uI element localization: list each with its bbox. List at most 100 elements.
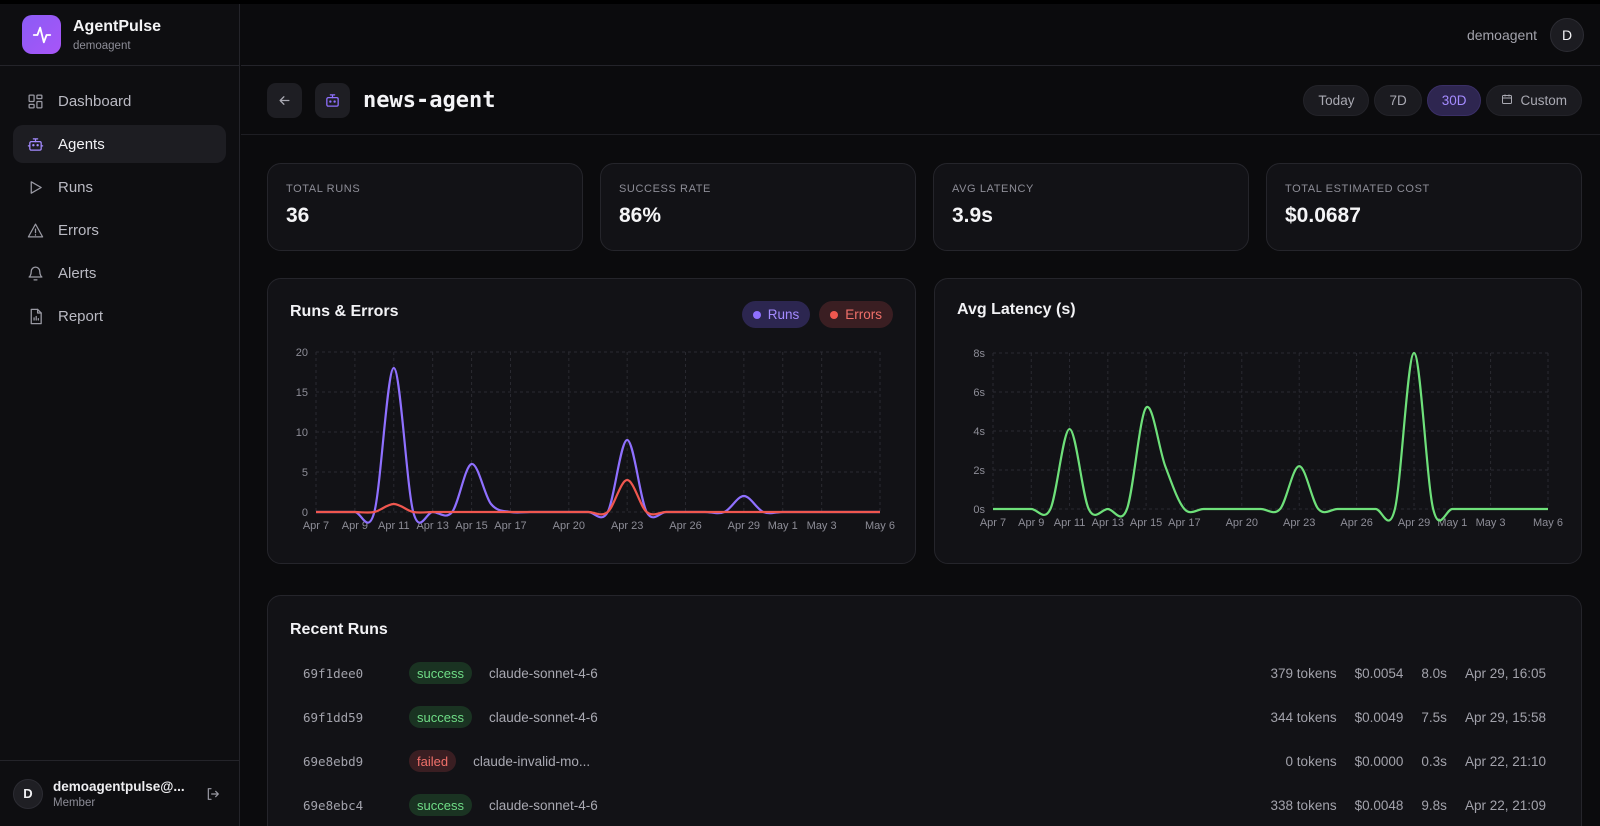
range-today-button[interactable]: Today bbox=[1303, 85, 1370, 116]
y-tick-label: 6s bbox=[973, 387, 985, 399]
y-tick-label: 8s bbox=[973, 348, 985, 360]
run-cost: $0.0049 bbox=[1354, 709, 1404, 725]
y-tick-label: 2s bbox=[973, 465, 985, 477]
logout-icon[interactable] bbox=[204, 785, 222, 803]
run-time: Apr 22, 21:10 bbox=[1464, 753, 1546, 769]
report-icon bbox=[26, 307, 44, 325]
stat-value: 36 bbox=[286, 204, 310, 227]
range-7d-button[interactable]: 7D bbox=[1374, 85, 1422, 116]
run-model: claude-sonnet-4-6 bbox=[488, 797, 598, 813]
status-badge: failed bbox=[409, 750, 457, 772]
x-tick-label: Apr 11 bbox=[378, 520, 410, 532]
run-model: claude-sonnet-4-6 bbox=[488, 665, 598, 681]
user-email: demoagentpulse@... bbox=[53, 778, 185, 794]
legend-runs[interactable]: Runs bbox=[741, 301, 811, 328]
back-button[interactable] bbox=[267, 83, 302, 118]
bell-icon bbox=[26, 264, 44, 282]
table-row[interactable]: 69e8ebc4 success claude-sonnet-4-6 338 toke… bbox=[290, 786, 1559, 824]
run-time: Apr 22, 21:09 bbox=[1464, 797, 1546, 813]
legend-label: Errors bbox=[845, 307, 882, 322]
run-model: claude-invalid-mo... bbox=[473, 753, 591, 769]
x-tick-label: Apr 7 bbox=[303, 520, 329, 532]
sidebar-item-report[interactable]: Report bbox=[13, 297, 226, 335]
x-tick-label: Apr 9 bbox=[342, 520, 368, 532]
stat-label: SUCCESS RATE bbox=[619, 183, 711, 195]
stat-label: TOTAL ESTIMATED COST bbox=[1285, 183, 1430, 195]
run-cost: $0.0000 bbox=[1354, 753, 1404, 769]
stat-card-success-rate: SUCCESS RATE 86% bbox=[600, 163, 916, 251]
sidebar-item-alerts[interactable]: Alerts bbox=[13, 254, 226, 292]
y-tick-label: 15 bbox=[296, 387, 308, 399]
app-name: AgentPulse bbox=[73, 17, 162, 35]
sidebar-item-label: Dashboard bbox=[58, 92, 132, 110]
status-badge: success bbox=[409, 706, 472, 728]
stat-card-total-cost: TOTAL ESTIMATED COST $0.0687 bbox=[1266, 163, 1582, 251]
x-tick-label: Apr 13 bbox=[416, 520, 448, 532]
stat-value: $0.0687 bbox=[1285, 204, 1361, 227]
sidebar-item-label: Alerts bbox=[58, 264, 97, 282]
stat-value: 3.9s bbox=[952, 204, 993, 227]
run-latency: 9.8s bbox=[1421, 797, 1447, 813]
top-username: demoagent bbox=[1466, 26, 1537, 43]
x-tick-label: May 6 bbox=[1533, 517, 1563, 529]
stat-label: TOTAL RUNS bbox=[286, 183, 361, 195]
run-cost: $0.0048 bbox=[1354, 797, 1404, 813]
run-cost: $0.0054 bbox=[1354, 665, 1404, 681]
range-custom-button[interactable]: Custom bbox=[1486, 85, 1582, 116]
y-tick-label: 5 bbox=[302, 467, 308, 479]
status-badge: success bbox=[409, 662, 472, 684]
sidebar-item-runs[interactable]: Runs bbox=[13, 168, 226, 206]
page-title: news-agent bbox=[363, 88, 496, 113]
sidebar-item-label: Runs bbox=[58, 178, 94, 196]
sidebar: AgentPulse demoagent Dashboard Agents bbox=[0, 4, 240, 826]
run-model: claude-sonnet-4-6 bbox=[488, 709, 598, 725]
y-tick-label: 0s bbox=[973, 504, 985, 516]
x-tick-label: Apr 17 bbox=[494, 520, 526, 532]
x-tick-label: May 3 bbox=[1476, 517, 1506, 529]
table-row[interactable]: 69e8ebd9 failed claude-invalid-mo... 0 toke… bbox=[290, 742, 1559, 780]
x-tick-label: Apr 20 bbox=[553, 520, 585, 532]
chart-title: Avg Latency (s) bbox=[957, 301, 1076, 318]
app-window: AgentPulse demoagent Dashboard Agents bbox=[0, 4, 1600, 826]
run-time: Apr 29, 15:58 bbox=[1464, 709, 1546, 725]
status-badge: success bbox=[409, 794, 472, 816]
calendar-icon bbox=[1501, 93, 1513, 108]
run-latency: 8.0s bbox=[1421, 665, 1447, 681]
y-tick-label: 10 bbox=[296, 427, 308, 439]
legend-label: Runs bbox=[767, 307, 800, 322]
user-role: Member bbox=[53, 796, 96, 809]
arrow-left-icon bbox=[279, 96, 290, 105]
sidebar-item-dashboard[interactable]: Dashboard bbox=[13, 82, 226, 120]
table-row[interactable]: 69f1dd59 success claude-sonnet-4-6 344 toke… bbox=[290, 698, 1559, 736]
range-30d-button[interactable]: 30D bbox=[1426, 85, 1482, 116]
x-tick-label: May 1 bbox=[768, 520, 798, 532]
date-range-selector: Today 7D 30D Custom bbox=[1303, 85, 1582, 116]
brand[interactable]: AgentPulse demoagent bbox=[0, 4, 239, 66]
x-tick-label: Apr 26 bbox=[1340, 517, 1372, 529]
avatar[interactable]: D bbox=[13, 778, 43, 809]
legend-errors[interactable]: Errors bbox=[819, 301, 893, 328]
runs-errors-chart-card: Runs & Errors Runs Errors 0 5 10 15 20 Apr 7 A… bbox=[267, 278, 916, 564]
sidebar-nav: Dashboard Agents Runs Errors bbox=[0, 66, 239, 356]
legend-dot bbox=[752, 310, 761, 319]
x-tick-label: May 6 bbox=[865, 520, 895, 532]
sidebar-item-errors[interactable]: Errors bbox=[13, 211, 226, 249]
user-avatar[interactable]: D bbox=[1550, 17, 1584, 52]
series-line-errors bbox=[316, 478, 880, 516]
run-time: Apr 29, 16:05 bbox=[1464, 665, 1546, 681]
x-tick-label: Apr 20 bbox=[1226, 517, 1258, 529]
series-line-runs bbox=[316, 366, 880, 524]
x-tick-label: Apr 13 bbox=[1092, 517, 1124, 529]
sidebar-item-agents[interactable]: Agents bbox=[13, 125, 226, 163]
run-id: 69e8ebc4 bbox=[303, 797, 364, 813]
x-tick-label: Apr 29 bbox=[728, 520, 760, 532]
x-tick-label: Apr 9 bbox=[1018, 517, 1044, 529]
run-tokens: 379 tokens bbox=[1270, 665, 1337, 681]
latency-chart: 0s 2s 4s 6s 8s Apr 7 Apr 9 Apr 11 Apr 13 Apr 15 Ap… bbox=[973, 348, 1563, 529]
run-id: 69e8ebd9 bbox=[303, 753, 364, 769]
sidebar-item-label: Report bbox=[58, 307, 104, 325]
workspace-name: demoagent bbox=[73, 39, 131, 52]
x-tick-label: May 3 bbox=[807, 520, 837, 532]
table-row[interactable]: 69f1dee0 success claude-sonnet-4-6 379 toke… bbox=[290, 654, 1559, 692]
y-tick-label: 0 bbox=[302, 507, 308, 519]
